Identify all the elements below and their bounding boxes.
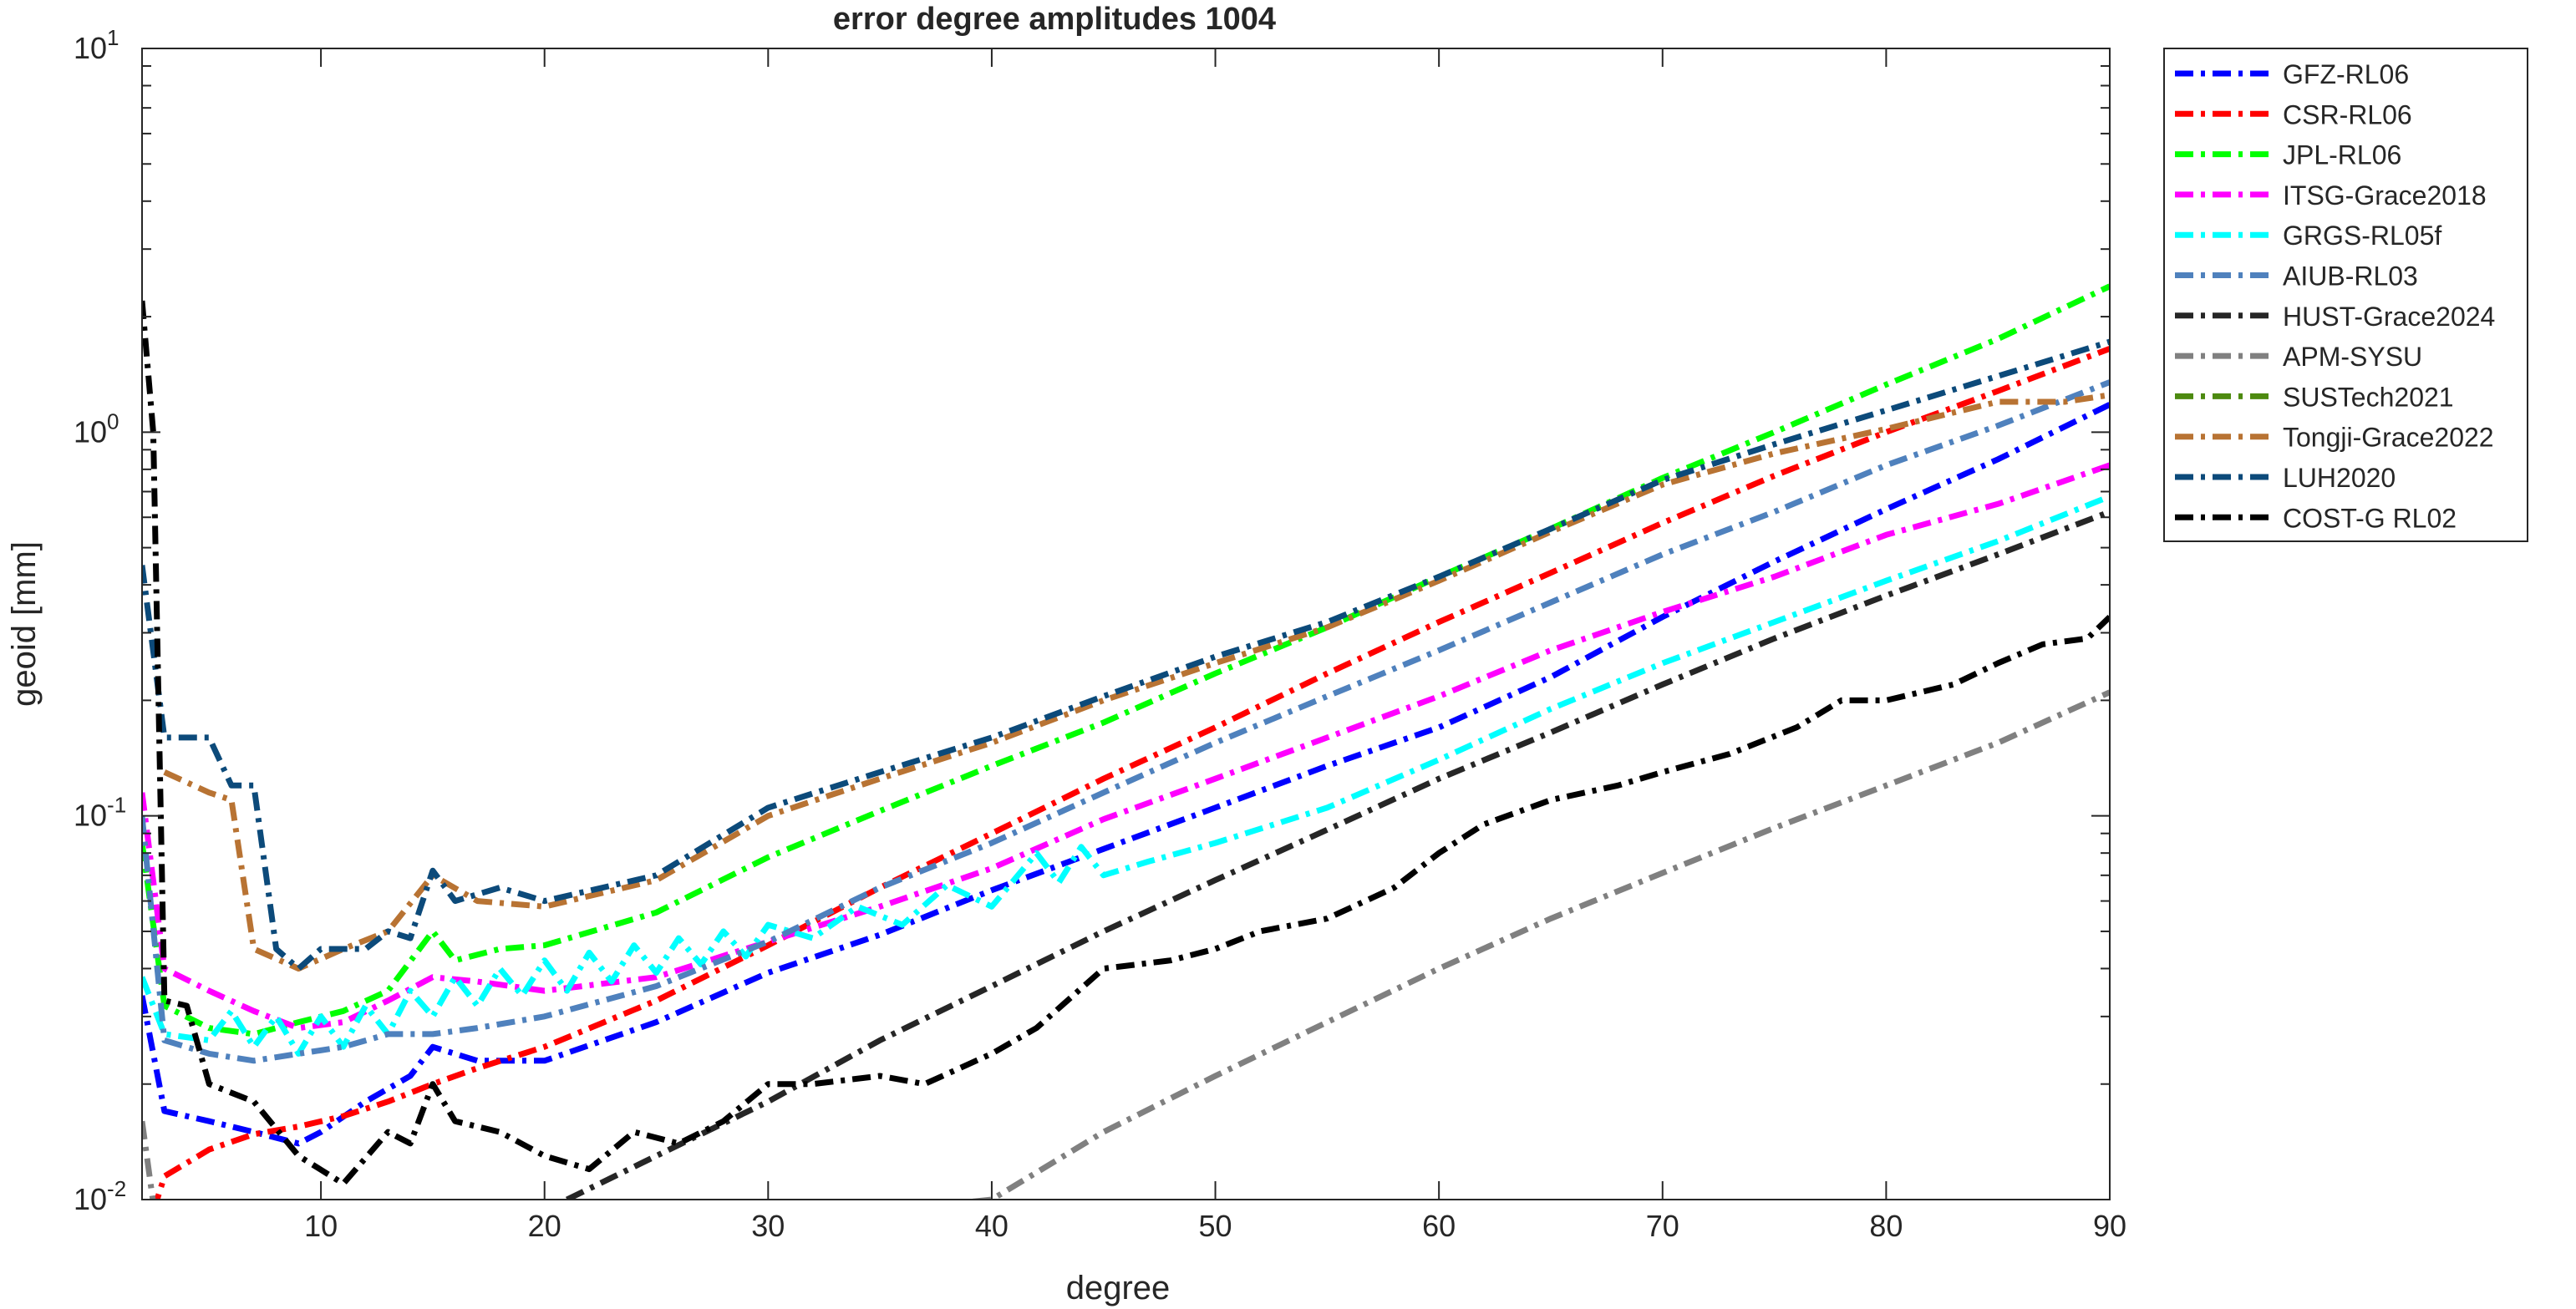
- legend-label-9: Tongji-Grace2022: [2283, 423, 2494, 453]
- series-line-0: [142, 402, 2110, 1147]
- series-line-1: [154, 346, 2110, 1200]
- series-line-9: [163, 392, 2110, 972]
- legend-label-8: SUSTech2021: [2283, 382, 2454, 412]
- legend-label-5: AIUB-RL03: [2283, 261, 2418, 292]
- legend-label-7: APM-SYSU: [2283, 342, 2422, 372]
- legend-items: GFZ-RL06 CSR-RL06 JPL-RL06 ITSG-Grace2018 GR…: [2175, 59, 2495, 533]
- y-tick-label: 101: [74, 25, 119, 65]
- series-line-7: [142, 689, 2110, 1200]
- ticks-layer: 10 20 30 40 50 60 70 80 90 10-2 10-1 100 101: [74, 25, 2126, 1243]
- series-line-11: [142, 300, 2110, 1187]
- x-axis-label: degree: [1066, 1270, 1171, 1306]
- legend-label-2: JPL-RL06: [2283, 140, 2401, 170]
- legend-label-4: GRGS-RL05f: [2283, 221, 2441, 251]
- legend-label-0: GFZ-RL06: [2283, 59, 2409, 89]
- x-tick-label: 40: [975, 1209, 1009, 1243]
- plot-area: [142, 48, 2110, 1200]
- x-tick-label: 70: [1646, 1209, 1679, 1243]
- series-line-3: [142, 462, 2110, 1032]
- x-tick-label: 60: [1422, 1209, 1456, 1243]
- x-tick-label: 10: [304, 1209, 338, 1243]
- legend: GFZ-RL06 CSR-RL06 JPL-RL06 ITSG-Grace2018 GR…: [2163, 48, 2528, 542]
- y-tick-label: 10-2: [74, 1176, 126, 1216]
- x-tick-label: 30: [751, 1209, 785, 1243]
- legend-label-6: HUST-Grace2024: [2283, 302, 2495, 332]
- y-tick-label: 10-1: [74, 793, 126, 833]
- chart-title: error degree amplitudes 1004: [833, 2, 1276, 37]
- plot-frame: [141, 48, 2111, 1200]
- legend-box: [2163, 48, 2528, 542]
- x-tick-label: 90: [2093, 1209, 2126, 1243]
- x-tick-label: 80: [1869, 1209, 1903, 1243]
- series-layer: [142, 283, 2110, 1200]
- legend-label-11: COST-G RL02: [2283, 503, 2457, 533]
- legend-label-10: LUH2020: [2283, 463, 2396, 493]
- y-tick-label: 100: [74, 408, 119, 449]
- series-line-10: [142, 338, 2110, 972]
- legend-label-3: ITSG-Grace2018: [2283, 180, 2487, 211]
- series-line-4: [142, 494, 2110, 1057]
- legend-label-1: CSR-RL06: [2283, 99, 2412, 129]
- series-line-2: [142, 283, 2110, 1038]
- series-line-5: [142, 379, 2110, 1064]
- x-tick-label: 50: [1199, 1209, 1232, 1243]
- x-tick-label: 20: [528, 1209, 561, 1243]
- y-axis-label: geoid [mm]: [6, 541, 43, 707]
